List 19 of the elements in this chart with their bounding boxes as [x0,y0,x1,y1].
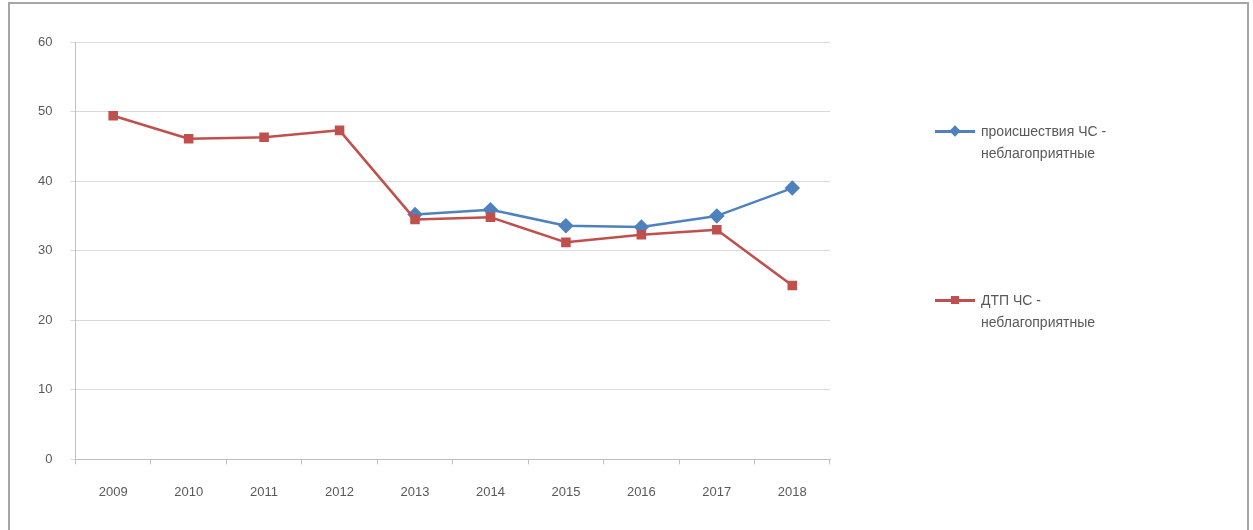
x-tick-label: 2016 [626,483,656,499]
y-tick-label: 50 [37,103,53,119]
x-tick-label: 2010 [174,483,204,499]
legend-label: ДТП ЧС - неблагоприятные [981,291,1097,332]
legend-label: происшествия ЧС - неблагоприятные [981,122,1108,163]
y-tick-label: 60 [37,33,53,49]
y-tick-label: 40 [37,172,53,188]
x-tick-label: 2018 [777,483,807,499]
y-tick-label: 0 [45,450,53,466]
x-tick-label: 2017 [702,483,732,499]
x-tick-label: 2011 [250,483,279,499]
x-tick-label: 2015 [551,483,581,499]
y-tick-label: 10 [37,381,53,397]
x-tick-label: 2009 [98,483,128,499]
y-tick-label: 30 [37,242,53,258]
x-tick-label: 2014 [476,483,505,499]
x-tick-label: 2013 [400,483,430,499]
y-tick-label: 20 [37,311,53,327]
x-tick-label: 2012 [325,483,355,499]
